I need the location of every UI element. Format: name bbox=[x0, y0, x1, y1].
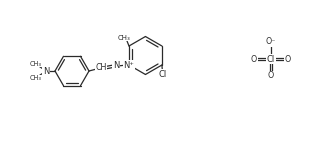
Text: Cl: Cl bbox=[159, 70, 167, 78]
Text: N: N bbox=[113, 61, 119, 71]
Text: CH₃: CH₃ bbox=[118, 35, 130, 41]
Text: CH₃: CH₃ bbox=[30, 61, 42, 67]
Text: O: O bbox=[285, 54, 291, 64]
Text: Cl: Cl bbox=[267, 54, 275, 64]
Text: N⁺: N⁺ bbox=[124, 60, 134, 70]
Text: N: N bbox=[43, 67, 49, 75]
Text: O⁻: O⁻ bbox=[266, 37, 276, 47]
Text: CH: CH bbox=[95, 64, 107, 72]
Text: O: O bbox=[251, 54, 257, 64]
Text: O: O bbox=[268, 72, 274, 80]
Text: CH₃: CH₃ bbox=[30, 75, 42, 81]
